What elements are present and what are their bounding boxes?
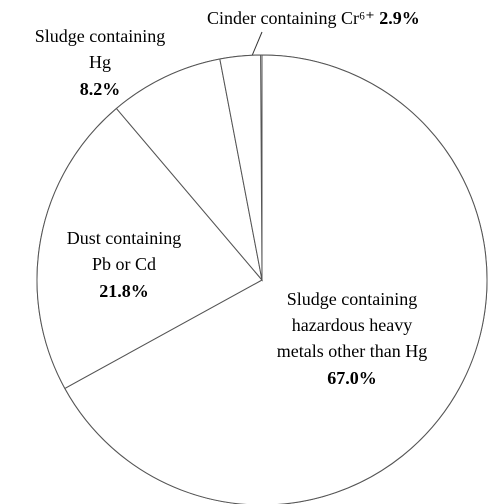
pie-slice [115,58,263,282]
slice-label: Dust containing [67,228,182,248]
slice-label: Sludge containing [287,289,417,309]
slice-label: Pb or Cd [92,254,156,274]
slice-value-label: 2.9% [379,8,420,28]
slice-value-label: 21.8% [99,281,149,301]
pie-slice [36,107,263,390]
pie-slice [64,54,488,504]
slice-label: Sludge containing [35,26,165,46]
slice-label: Cinder containing Cr⁶⁺ [207,8,375,28]
pie-slice [219,54,263,281]
slice-label: hazardous heavy [292,315,412,335]
slice-value-label: 67.0% [327,368,377,388]
slice-value-label: 8.2% [80,79,121,99]
slice-label: metals other than Hg [277,341,427,361]
slice-label-group: Cinder containing Cr⁶⁺ 2.9% [207,8,420,28]
slice-label: Hg [89,52,111,72]
